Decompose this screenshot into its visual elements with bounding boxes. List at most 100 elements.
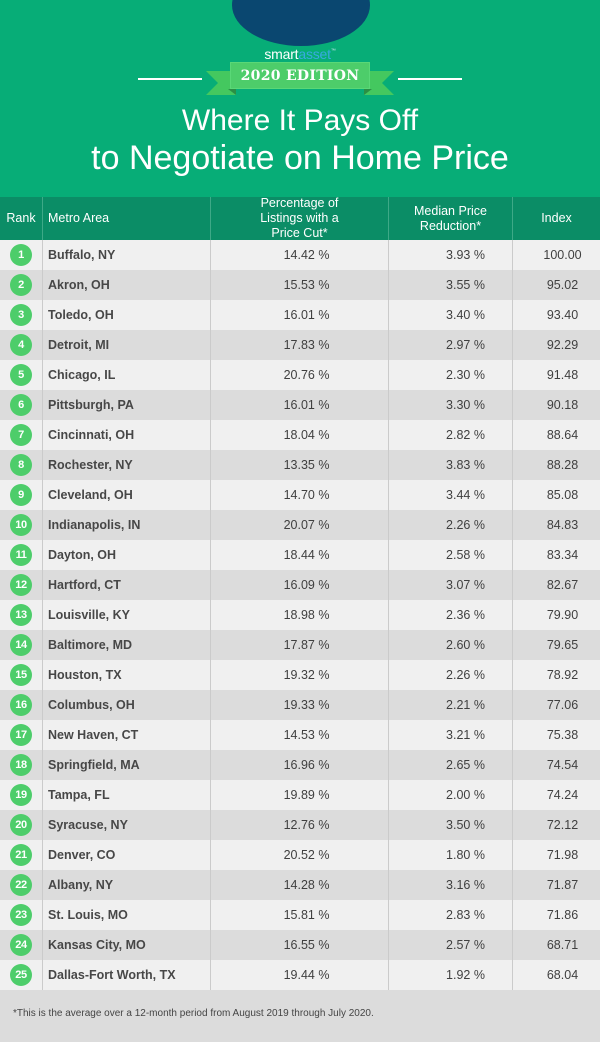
column-header-index: Index [541, 211, 572, 225]
rank-badge: 12 [10, 574, 32, 596]
table-row: 11 Dayton, OH 18.44 % 2.58 % 83.34 [0, 540, 600, 570]
metro-area-cell: Baltimore, MD [43, 630, 211, 660]
rank-badge: 14 [10, 634, 32, 656]
index-cell: 79.65 [546, 638, 579, 652]
trademark-icon: ™ [330, 48, 336, 54]
rank-cell: 14 [0, 630, 43, 660]
median-reduction-cell: 2.00 % [389, 780, 513, 810]
table-row: 15 Houston, TX 19.32 % 2.26 % 78.92 [0, 660, 600, 690]
index-cell: 84.83 [546, 518, 579, 532]
rank-cell: 19 [0, 780, 43, 810]
metro-area-cell: Syracuse, NY [43, 810, 211, 840]
price-cut-pct-cell: 19.89 % [211, 780, 389, 810]
rank-badge: 19 [10, 784, 32, 806]
index-cell: 90.18 [546, 398, 579, 412]
rank-badge: 1 [10, 244, 32, 266]
median-reduction-cell: 2.30 % [389, 360, 513, 390]
price-cut-pct-cell: 17.87 % [211, 630, 389, 660]
median-reduction-cell: 2.57 % [389, 930, 513, 960]
rank-cell: 25 [0, 960, 43, 990]
table-row: 2 Akron, OH 15.53 % 3.55 % 95.02 [0, 270, 600, 300]
rank-badge: 13 [10, 604, 32, 626]
metro-area-cell: Houston, TX [43, 660, 211, 690]
index-cell: 68.71 [546, 938, 579, 952]
price-cut-pct-cell: 14.53 % [211, 720, 389, 750]
metro-area-cell: Springfield, MA [43, 750, 211, 780]
divider-line-right [398, 78, 462, 80]
rank-cell: 12 [0, 570, 43, 600]
rank-badge: 7 [10, 424, 32, 446]
median-reduction-cell: 3.21 % [389, 720, 513, 750]
index-cell: 71.98 [546, 848, 579, 862]
rank-cell: 15 [0, 660, 43, 690]
index-cell: 75.38 [546, 728, 579, 742]
rank-badge: 17 [10, 724, 32, 746]
rank-cell: 1 [0, 240, 43, 270]
table-row: 6 Pittsburgh, PA 16.01 % 3.30 % 90.18 [0, 390, 600, 420]
metro-area-cell: Hartford, CT [43, 570, 211, 600]
ranking-table: Rank Metro Area Percentage of Listings w… [0, 196, 600, 990]
price-cut-pct-cell: 14.42 % [211, 240, 389, 270]
median-reduction-cell: 3.40 % [389, 300, 513, 330]
rank-badge: 8 [10, 454, 32, 476]
index-cell: 85.08 [546, 488, 579, 502]
metro-area-cell: Detroit, MI [43, 330, 211, 360]
table-row: 14 Baltimore, MD 17.87 % 2.60 % 79.65 [0, 630, 600, 660]
rank-badge: 5 [10, 364, 32, 386]
index-cell: 77.06 [546, 698, 579, 712]
price-cut-pct-cell: 18.04 % [211, 420, 389, 450]
rank-badge: 3 [10, 304, 32, 326]
median-reduction-cell: 2.60 % [389, 630, 513, 660]
median-reduction-cell: 3.55 % [389, 270, 513, 300]
edition-label: 2020 EDITION [230, 62, 370, 89]
metro-area-cell: Akron, OH [43, 270, 211, 300]
rank-cell: 23 [0, 900, 43, 930]
table-row: 5 Chicago, IL 20.76 % 2.30 % 91.48 [0, 360, 600, 390]
price-cut-pct-cell: 15.81 % [211, 900, 389, 930]
table-row: 3 Toledo, OH 16.01 % 3.40 % 93.40 [0, 300, 600, 330]
table-row: 10 Indianapolis, IN 20.07 % 2.26 % 84.83 [0, 510, 600, 540]
median-reduction-cell: 1.92 % [389, 960, 513, 990]
index-cell: 71.87 [546, 878, 579, 892]
rank-cell: 22 [0, 870, 43, 900]
rank-badge: 21 [10, 844, 32, 866]
index-cell: 88.28 [546, 458, 579, 472]
rank-cell: 20 [0, 810, 43, 840]
table-row: 20 Syracuse, NY 12.76 % 3.50 % 72.12 [0, 810, 600, 840]
rank-cell: 8 [0, 450, 43, 480]
metro-area-cell: Cleveland, OH [43, 480, 211, 510]
table-row: 22 Albany, NY 14.28 % 3.16 % 71.87 [0, 870, 600, 900]
rank-badge: 2 [10, 274, 32, 296]
rank-badge: 18 [10, 754, 32, 776]
median-reduction-cell: 3.30 % [389, 390, 513, 420]
edition-ribbon: 2020 EDITION [0, 60, 600, 96]
rank-cell: 3 [0, 300, 43, 330]
column-header-median-reduction: Median Price Reduction* [389, 197, 513, 240]
table-row: 12 Hartford, CT 16.09 % 3.07 % 82.67 [0, 570, 600, 600]
rank-cell: 13 [0, 600, 43, 630]
table-row: 25 Dallas-Fort Worth, TX 19.44 % 1.92 % 68.0… [0, 960, 600, 990]
smartasset-logo: smartasset™ [0, 46, 600, 62]
price-cut-pct-cell: 15.53 % [211, 270, 389, 300]
table-row: 24 Kansas City, MO 16.55 % 2.57 % 68.71 [0, 930, 600, 960]
metro-area-cell: Indianapolis, IN [43, 510, 211, 540]
price-cut-pct-cell: 12.76 % [211, 810, 389, 840]
median-reduction-cell: 2.21 % [389, 690, 513, 720]
rank-cell: 6 [0, 390, 43, 420]
column-header-rank: Rank [0, 197, 43, 240]
metro-area-cell: Tampa, FL [43, 780, 211, 810]
header-banner: smartasset™ 2020 EDITION Where It Pays O… [0, 0, 600, 197]
column-header-metro: Metro Area [43, 197, 211, 240]
metro-area-cell: Denver, CO [43, 840, 211, 870]
price-cut-pct-cell: 18.44 % [211, 540, 389, 570]
price-cut-pct-cell: 20.07 % [211, 510, 389, 540]
rank-badge: 23 [10, 904, 32, 926]
metro-area-cell: Dallas-Fort Worth, TX [43, 960, 211, 990]
metro-area-cell: Kansas City, MO [43, 930, 211, 960]
metro-area-cell: Buffalo, NY [43, 240, 211, 270]
rank-cell: 24 [0, 930, 43, 960]
index-cell: 78.92 [546, 668, 579, 682]
rank-cell: 9 [0, 480, 43, 510]
table-row: 9 Cleveland, OH 14.70 % 3.44 % 85.08 [0, 480, 600, 510]
index-cell: 83.34 [546, 548, 579, 562]
